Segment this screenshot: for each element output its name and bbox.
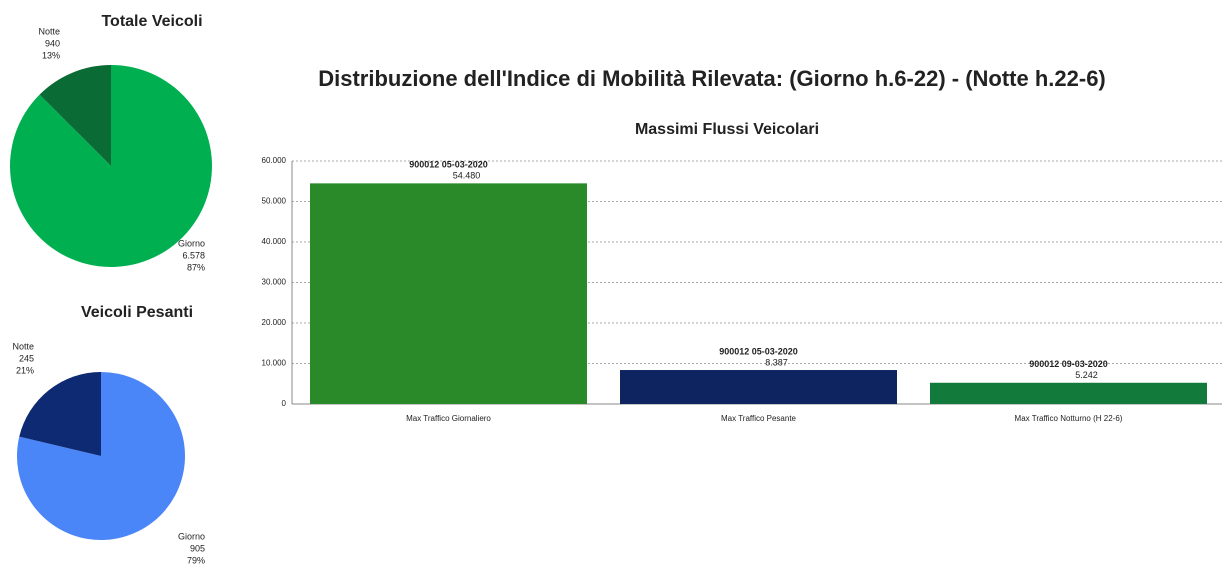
x-tick-label: Max Traffico Pesante	[721, 414, 797, 423]
slice-label: Giorno	[178, 531, 205, 541]
value-label: 8.387	[765, 357, 788, 367]
pie-title: Totale Veicoli	[101, 13, 202, 30]
y-tick-label: 60.000	[262, 156, 287, 165]
slice-label: 79%	[187, 555, 205, 565]
slice-label: 87%	[187, 262, 205, 272]
bar	[620, 370, 897, 404]
slice-label: 940	[45, 38, 60, 48]
y-tick-label: 10.000	[262, 359, 287, 368]
pie-slice	[19, 372, 102, 456]
slice-label: 21%	[16, 365, 34, 375]
x-tick-label: Max Traffico Notturno (H 22-6)	[1015, 414, 1123, 423]
page-title: Distribuzione dell'Indice di Mobilità Ri…	[318, 66, 1106, 91]
value-label: 54.480	[453, 171, 481, 181]
value-label: 5.242	[1075, 370, 1098, 380]
pie-title: Veicoli Pesanti	[81, 304, 193, 321]
slice-label: Notte	[12, 341, 34, 351]
slice-label: 13%	[42, 50, 60, 60]
y-tick-label: 40.000	[262, 237, 287, 246]
bar	[310, 183, 587, 404]
pie-slice	[39, 65, 112, 166]
y-tick-label: 50.000	[262, 197, 287, 206]
y-tick-label: 30.000	[262, 278, 287, 287]
bar-annotation: 900012 09-03-2020	[1029, 359, 1108, 369]
y-tick-label: 0	[282, 399, 287, 408]
bar-annotation: 900012 05-03-2020	[719, 346, 798, 356]
chart-title: Massimi Flussi Veicolari	[635, 121, 819, 138]
slice-label: 905	[190, 543, 205, 553]
pie-slice	[16, 372, 186, 541]
bar	[930, 382, 1207, 404]
slice-label: Notte	[38, 26, 60, 36]
slice-label: 6.578	[182, 250, 205, 260]
slice-label: 245	[19, 353, 34, 363]
y-tick-label: 20.000	[262, 318, 287, 327]
x-tick-label: Max Traffico Giornaliero	[406, 414, 491, 423]
slice-label: Giorno	[178, 238, 205, 248]
bar-annotation: 900012 05-03-2020	[409, 160, 488, 170]
